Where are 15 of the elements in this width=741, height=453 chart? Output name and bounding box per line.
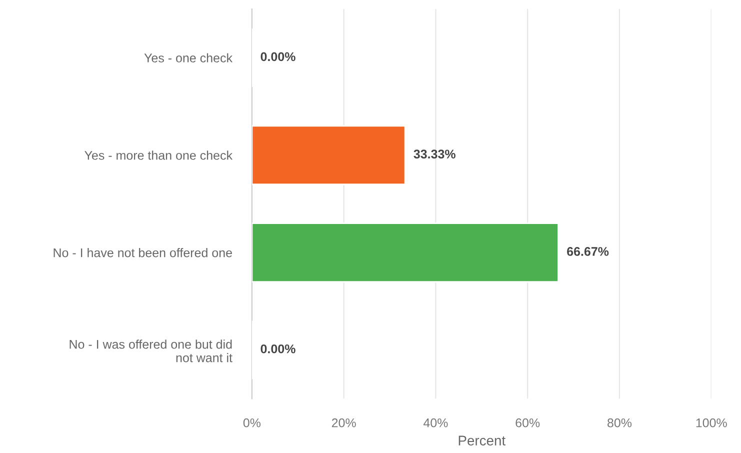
y-tick-label: Yes - one check (144, 53, 233, 62)
x-tick-label: 0% (243, 418, 261, 428)
data-label: 66.67% (567, 247, 609, 256)
x-tick-label: 60% (516, 418, 540, 428)
x-axis-title: Percent (458, 436, 506, 446)
x-tick-label: 40% (423, 418, 448, 428)
x-tick-label: 80% (608, 418, 632, 428)
y-tick-label: No - I was offered one but did not want it (70, 340, 232, 362)
x-tick-label: 20% (332, 418, 356, 428)
data-label: 33.33% (414, 150, 456, 159)
y-tick-label: Yes - more than one check (84, 150, 233, 160)
x-tick-label: 100% (696, 418, 727, 428)
data-label: 0.00% (260, 344, 296, 354)
y-tick-label: No - I have not been offered one (54, 248, 232, 258)
data-label: 0.00% (260, 52, 296, 62)
